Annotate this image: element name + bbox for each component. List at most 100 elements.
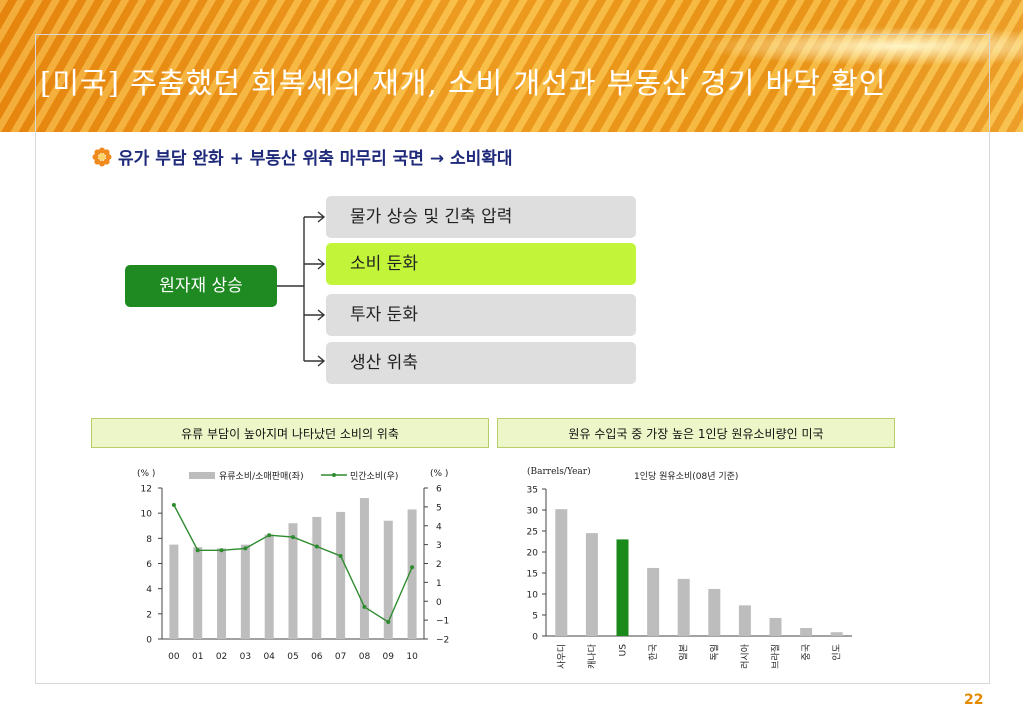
bar-러시아 — [738, 605, 751, 636]
left-tick-label: 4 — [146, 585, 152, 595]
flower-bullet-icon — [92, 147, 112, 167]
x-tick-label: 07 — [335, 652, 346, 662]
left-tick-label: 6 — [146, 560, 152, 570]
x-tick-label: 02 — [216, 652, 227, 662]
right-chart-tick-label: 0 — [532, 633, 538, 643]
left-tick-label: 10 — [141, 510, 153, 520]
bar-03 — [240, 544, 250, 639]
right-tick-label: 6 — [436, 485, 442, 495]
x-tick-label: 독일 — [709, 644, 720, 661]
cause-box: 원자재 상승 — [125, 265, 277, 307]
x-tick-label: 00 — [168, 652, 180, 662]
bar-캐나다 — [585, 533, 598, 636]
bar-06 — [312, 516, 322, 639]
line-point-01 — [195, 548, 200, 553]
right-chart-caption: 원유 수입국 중 가장 높은 1인당 원유소비량인 미국 — [497, 418, 895, 448]
legend-bar-swatch — [189, 472, 215, 479]
left-unit-label: (% ) — [137, 469, 155, 479]
x-tick-label: 인도 — [832, 644, 843, 661]
bar-사우디 — [555, 509, 568, 636]
right-chart-tick-label: 10 — [527, 591, 539, 601]
legend-line-label: 민간소비(우) — [350, 471, 398, 482]
effect-box-inflation: 물가 상승 및 긴축 압력 — [326, 196, 636, 238]
x-tick-label: 09 — [383, 652, 395, 662]
left-tick-label: 8 — [146, 535, 152, 545]
line-point-02 — [219, 548, 224, 553]
x-tick-label: 05 — [287, 652, 298, 662]
title-banner — [0, 0, 1023, 132]
x-tick-label: 03 — [240, 652, 251, 662]
x-tick-label: 한국 — [648, 644, 659, 661]
slide-title: [미국] 주춤했던 회복세의 재개, 소비 개선과 부동산 경기 바닥 확인 — [40, 66, 887, 100]
line-point-04 — [267, 533, 272, 538]
right-tick-label: 2 — [436, 560, 442, 570]
slide-subtitle: 유가 부담 완화 + 부동산 위축 마무리 국면 → 소비확대 — [92, 144, 513, 169]
x-tick-label: 10 — [406, 652, 418, 662]
line-point-10 — [410, 565, 415, 570]
right-chart-tick-label: 30 — [527, 507, 539, 517]
right-tick-label: 4 — [436, 522, 442, 532]
right-tick-label: 0 — [436, 598, 442, 608]
bar-한국 — [647, 567, 660, 636]
line-point-08 — [362, 604, 367, 609]
bar-08 — [359, 498, 369, 639]
legend-bar-label: 유류소비/소매판매(좌) — [219, 471, 304, 482]
x-tick-label: 러시아 — [740, 643, 751, 669]
bar-US — [616, 539, 629, 636]
x-tick-label: 일본 — [679, 644, 690, 661]
bar-00 — [169, 544, 179, 639]
bar-인도 — [830, 632, 843, 636]
bar-브라질 — [769, 617, 782, 636]
right-chart-tick-label: 15 — [527, 570, 538, 580]
x-tick-label: 04 — [263, 652, 275, 662]
page-number: 22 — [964, 692, 984, 708]
right-tick-label: 1 — [436, 579, 442, 589]
subtitle-text: 유가 부담 완화 + 부동산 위축 마무리 국면 → 소비확대 — [118, 149, 513, 169]
x-tick-label: 사우디 — [556, 644, 567, 669]
right-chart-unit-label: (Barrels/Year) — [527, 466, 591, 477]
line-point-07 — [338, 553, 343, 558]
right-tick-label: −2 — [436, 636, 449, 646]
x-tick-label: US — [619, 644, 629, 657]
left-tick-label: 12 — [141, 485, 152, 495]
left-tick-label: 2 — [146, 610, 152, 620]
right-chart-tick-label: 5 — [532, 612, 538, 622]
bar-09 — [383, 520, 393, 639]
right-chart-title: 1인당 원유소비(08년 기준) — [634, 471, 738, 482]
right-chart-tick-label: 25 — [527, 528, 538, 538]
bar-일본 — [677, 578, 690, 636]
effect-box-investment: 투자 둔화 — [326, 294, 636, 336]
x-tick-label: 06 — [311, 652, 323, 662]
right-tick-label: 5 — [436, 503, 442, 513]
left-chart-caption: 유류 부담이 높아지며 나타났던 소비의 위축 — [91, 418, 489, 448]
right-chart-tick-label: 20 — [527, 549, 539, 559]
bar-04 — [264, 534, 274, 639]
effect-box-production: 생산 위축 — [326, 342, 636, 384]
bar-01 — [193, 547, 203, 639]
bar-05 — [288, 523, 298, 639]
right-unit-label: (% ) — [430, 469, 448, 479]
line-point-09 — [386, 620, 391, 625]
line-point-03 — [243, 546, 248, 551]
bar-독일 — [708, 588, 721, 636]
left-tick-label: 0 — [146, 636, 152, 646]
bar-07 — [336, 511, 346, 639]
x-tick-label: 중국 — [801, 644, 812, 661]
x-tick-label: 브라질 — [770, 644, 782, 669]
legend-line-marker — [332, 473, 336, 477]
right-chart-tick-label: 35 — [527, 486, 538, 496]
line-point-06 — [314, 544, 319, 549]
bar-중국 — [800, 628, 813, 636]
line-point-00 — [171, 502, 176, 507]
right-tick-label: −1 — [436, 617, 449, 627]
x-tick-label: 08 — [359, 652, 371, 662]
line-point-05 — [291, 535, 295, 540]
x-tick-label: 01 — [192, 652, 203, 662]
x-tick-label: 캐나다 — [587, 643, 598, 669]
bar-02 — [217, 548, 227, 639]
effect-box-consumption: 소비 둔화 — [326, 243, 636, 285]
bar-10 — [407, 509, 417, 639]
right-tick-label: 3 — [436, 541, 442, 551]
